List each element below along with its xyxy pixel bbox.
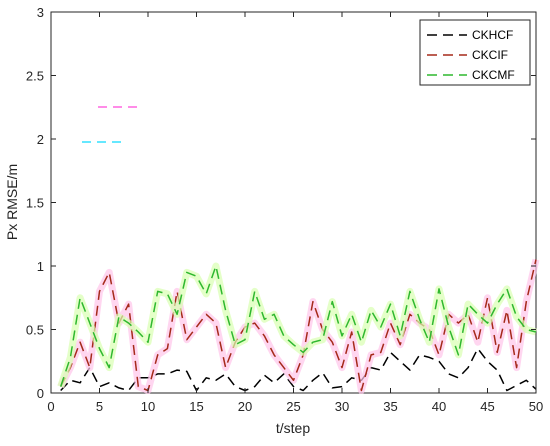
- y-tick-label: 0: [37, 386, 44, 401]
- y-tick-label: 0.5: [26, 323, 44, 338]
- x-tick-label: 25: [286, 399, 300, 414]
- legend-box: [419, 19, 531, 86]
- y-tick-label: 3: [37, 5, 44, 20]
- x-tick-label: 45: [480, 399, 494, 414]
- ticks-layer: 0 5 10 15 20 25 30 35 40 45 50 0 0.5 1 1.5 2 2.5 3: [26, 5, 543, 414]
- pastel-overlay-marks: [82, 106, 143, 143]
- x-tick-label: 30: [335, 399, 349, 414]
- legend-label: CKCMF: [472, 68, 515, 82]
- y-tick-label: 2: [37, 132, 44, 147]
- y-tick-label: 1: [37, 259, 44, 274]
- y-tick-label: 1.5: [26, 196, 44, 211]
- x-tick-label: 10: [141, 399, 155, 414]
- x-axis-label: t/step: [276, 420, 310, 436]
- x-tick-label: 15: [189, 399, 203, 414]
- x-tick-label: 20: [238, 399, 252, 414]
- y-axis-label: Px RMSE/m: [4, 164, 20, 240]
- x-tick-label: 40: [432, 399, 446, 414]
- legend-label: CKCIF: [472, 48, 508, 62]
- series-ckcmf-line: [59, 265, 537, 387]
- series-ckcif-line: [60, 259, 537, 392]
- x-tick-label: 5: [96, 399, 103, 414]
- y-tick-label: 2.5: [26, 69, 44, 84]
- legend: CKHCF CKCIF CKCMF: [419, 19, 531, 86]
- x-tick-label: 50: [529, 399, 543, 414]
- legend-label: CKHCF: [472, 28, 513, 42]
- x-tick-label: 0: [47, 399, 54, 414]
- series-layer: [57, 258, 540, 394]
- x-tick-label: 35: [383, 399, 397, 414]
